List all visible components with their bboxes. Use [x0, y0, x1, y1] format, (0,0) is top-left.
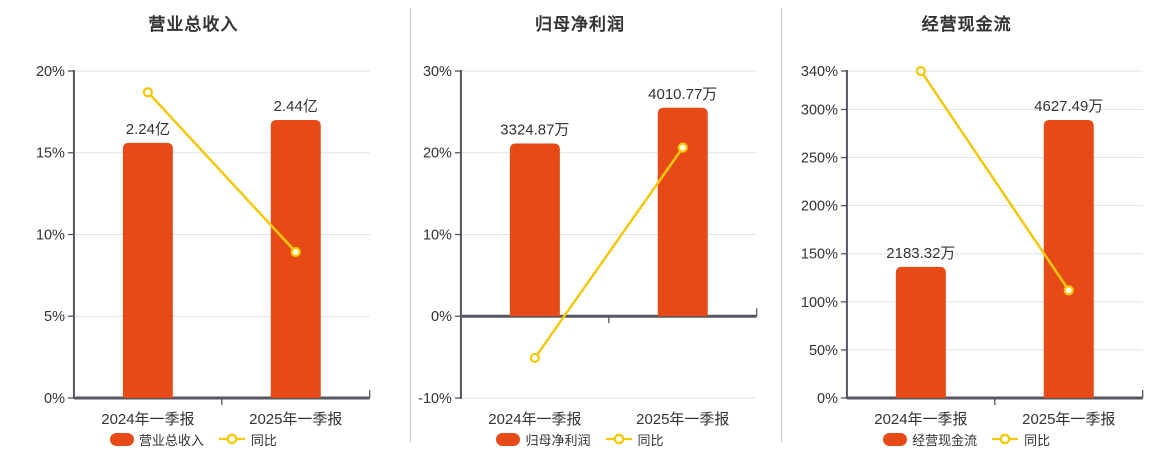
y-axis-tick-label: 0% — [431, 309, 452, 325]
y-axis-tick-label: 10% — [423, 227, 452, 243]
y-axis-tick-label: 100% — [801, 295, 838, 311]
x-axis-category-label: 2025年一季报 — [249, 411, 342, 428]
bar-series-legend-label: 经营现金流 — [912, 432, 978, 448]
bar-1[interactable] — [1044, 120, 1095, 399]
y-axis-tick-label: 150% — [801, 247, 838, 263]
revenue-plot-canvas[interactable]: 0% 5% 10% 15% 20% 2.24亿 2.44亿 2024年一季报 2025年一季报 — [0, 0, 387, 450]
yoy-marker[interactable] — [677, 142, 688, 153]
chart-title: 经营现金流 — [921, 15, 1012, 34]
x-axis-category-label: 2025年一季报 — [1022, 411, 1115, 428]
line-series-marker-icon — [992, 433, 1019, 445]
y-axis-tick-label: 300% — [801, 102, 838, 118]
line-series-marker-icon — [605, 433, 632, 445]
panel-divider — [781, 8, 782, 442]
yoy-marker[interactable] — [142, 87, 153, 98]
bar-value-label: 4627.49万 — [1035, 98, 1104, 115]
bar-0[interactable] — [122, 142, 173, 398]
net-profit-chart-panel: 归母净利润 -10% 0% 10% 20% 30% 3324.87万 4010.77万 202… — [387, 0, 774, 450]
y-axis-tick-label: 5% — [44, 309, 65, 325]
y-axis-tick-label: 30% — [423, 64, 452, 80]
bar-series-legend-label: 归母净利润 — [525, 432, 591, 448]
x-axis-category-label: 2024年一季报 — [101, 411, 194, 428]
y-axis-tick-label: 340% — [801, 64, 838, 80]
yoy-marker[interactable] — [1063, 285, 1075, 296]
bar-0[interactable] — [896, 266, 947, 398]
revenue-chart-panel: 营业总收入 0% 5% 10% 15% 20% 2.24亿 2.44亿 2024年一季报 202… — [0, 0, 387, 450]
y-axis-tick-label: 0% — [817, 391, 838, 407]
bar-1[interactable] — [270, 120, 321, 399]
legend-item-bar-series[interactable]: 经营现金流 — [883, 430, 977, 449]
bar-series-swatch-icon — [109, 432, 134, 446]
yoy-marker[interactable] — [290, 246, 301, 258]
bar-series-swatch-icon — [883, 432, 908, 446]
net-profit-plot-canvas[interactable]: -10% 0% 10% 20% 30% 3324.87万 4010.77万 2024年一季报 2… — [387, 0, 774, 450]
x-axis-category-label: 2024年一季报 — [488, 411, 581, 428]
bar-value-label: 2.24亿 — [126, 121, 170, 138]
line-series-legend-label: 同比 — [250, 432, 277, 448]
y-axis-tick-label: 20% — [423, 146, 452, 162]
y-axis-tick-label: 200% — [801, 199, 838, 215]
chart-legend: 营业总收入 同比 — [0, 430, 387, 449]
panel-divider — [410, 8, 411, 442]
y-axis-tick-label: 10% — [36, 227, 65, 243]
bar-series-legend-label: 营业总收入 — [138, 432, 204, 448]
x-axis-category-label: 2024年一季报 — [875, 411, 968, 428]
chart-legend: 归母净利润 同比 — [387, 430, 774, 449]
legend-item-line-series[interactable]: 同比 — [991, 430, 1050, 449]
bar-value-label: 4010.77万 — [648, 86, 717, 103]
legend-item-bar-series[interactable]: 归母净利润 — [496, 430, 591, 449]
y-axis-tick-label: 250% — [801, 151, 838, 167]
y-axis-tick-label: 0% — [44, 391, 65, 407]
bar-value-label: 2183.32万 — [887, 245, 956, 262]
bar-1[interactable] — [657, 107, 708, 317]
line-series-legend-label: 同比 — [637, 432, 664, 448]
line-series-marker-icon — [218, 433, 245, 445]
operating-cash-flow-chart-panel: 经营现金流 0% 50% 100% 150% 200% 250% 300% 340% 2183.… — [773, 0, 1160, 450]
yoy-line[interactable] — [146, 91, 297, 253]
legend-item-line-series[interactable]: 同比 — [218, 430, 277, 449]
chart-title: 营业总收入 — [148, 15, 239, 34]
bar-0[interactable] — [509, 143, 560, 317]
bar-series-swatch-icon — [496, 432, 521, 446]
y-axis-tick-label: 20% — [36, 64, 65, 80]
yoy-marker[interactable] — [916, 65, 927, 77]
x-axis-category-label: 2025年一季报 — [636, 411, 729, 428]
y-axis-tick-label: 15% — [36, 146, 65, 162]
chart-legend: 经营现金流 同比 — [773, 430, 1160, 449]
bar-value-label: 3324.87万 — [500, 121, 569, 138]
yoy-line[interactable] — [533, 146, 684, 359]
line-series-legend-label: 同比 — [1024, 432, 1051, 448]
y-axis-tick-label: 50% — [809, 343, 838, 359]
legend-item-bar-series[interactable]: 营业总收入 — [109, 430, 204, 449]
y-axis-tick-label: -10% — [418, 391, 452, 407]
bar-value-label: 2.44亿 — [274, 98, 318, 115]
yoy-line[interactable] — [920, 70, 1071, 292]
cash-flow-plot-canvas[interactable]: 0% 50% 100% 150% 200% 250% 300% 340% 2183.32万 462… — [773, 0, 1160, 450]
yoy-marker[interactable] — [529, 352, 540, 364]
legend-item-line-series[interactable]: 同比 — [605, 430, 664, 449]
chart-title: 归母净利润 — [535, 15, 625, 34]
